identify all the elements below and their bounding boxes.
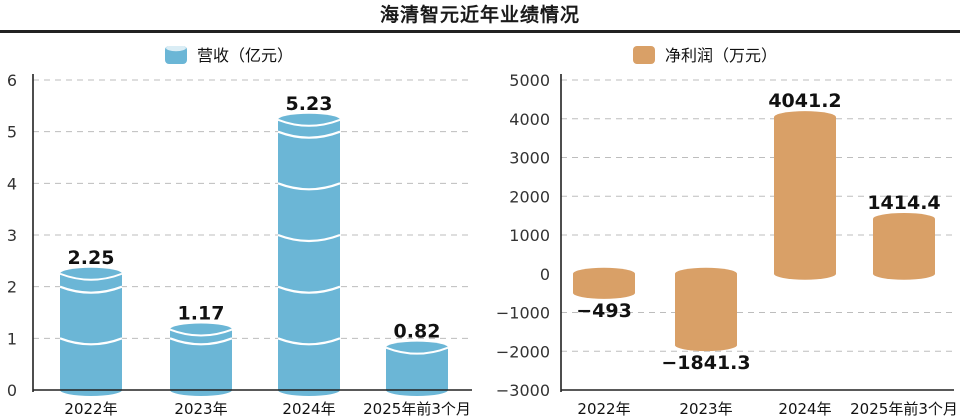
bar: [277, 113, 341, 396]
bar: [169, 323, 233, 396]
data-label: 5.23: [286, 93, 333, 115]
revenue-chart: 营收（亿元） 0 1 2 3 4 5 6 2.25 1.17 5.23 0.82 2022年 2023年 2…: [7, 44, 472, 418]
x-tick-label: 2024年: [282, 400, 335, 418]
title-divider: [0, 30, 960, 33]
y-tick-label: 1: [7, 329, 17, 348]
bar: [774, 111, 836, 280]
y-tick-label: 5: [7, 123, 17, 142]
y-tick-label: −3000: [496, 381, 550, 400]
y-tick-label: 3000: [509, 149, 550, 168]
bar-body: [873, 218, 935, 274]
y-tick-label: −1000: [496, 304, 550, 323]
legend-swatch-highlight: [166, 44, 186, 52]
bar-separator: [277, 130, 341, 139]
x-tick-label: 2022年: [577, 400, 630, 418]
legend: 净利润（万元）: [633, 46, 777, 65]
data-label: 4041.2: [768, 90, 841, 112]
y-tick-label: 6: [7, 71, 17, 90]
bar: [385, 341, 449, 396]
x-tick-label: 2023年: [174, 400, 227, 418]
bar-separator: [277, 337, 341, 346]
bar-top-rim: [385, 346, 449, 355]
data-label: 1.17: [178, 303, 225, 325]
bar-top-rim: [277, 118, 341, 127]
data-label: 1414.4: [867, 192, 940, 214]
bar-cap-top: [573, 267, 635, 280]
bar-body: [278, 119, 340, 391]
bar-cap-top: [170, 323, 232, 336]
x-tick-label: 2024年: [778, 400, 831, 418]
page-title: 海清智元近年业绩情况: [379, 4, 580, 26]
bar-top-rim: [59, 272, 123, 281]
x-tick-label: 2025年前3个月: [850, 400, 958, 418]
bar-separator: [169, 337, 233, 346]
bar-body: [386, 347, 448, 390]
bar: [59, 267, 123, 396]
x-tick-label: 2025年前3个月: [363, 400, 471, 418]
y-tick-label: 5000: [509, 71, 550, 90]
bar-cap-top: [873, 212, 935, 225]
bar-body: [675, 273, 737, 346]
bar-cap-top: [278, 113, 340, 126]
bar-body: [170, 329, 232, 390]
data-label: 0.82: [394, 321, 441, 343]
bar-cap-top: [675, 267, 737, 280]
legend-label: 营收（亿元）: [197, 46, 293, 65]
x-tick-label: 2022年: [64, 400, 117, 418]
y-tick-label: 1000: [509, 226, 550, 245]
y-tick-label: 2: [7, 278, 17, 297]
y-tick-label: 0: [7, 381, 17, 400]
bar-separator: [277, 285, 341, 294]
bar-cap-top: [386, 341, 448, 354]
bar-cap-top: [60, 267, 122, 280]
bar: [675, 267, 737, 352]
legend-label: 净利润（万元）: [665, 46, 777, 65]
bar: [573, 267, 635, 299]
data-label: −493: [576, 300, 632, 322]
bar-cap-bottom: [873, 267, 935, 280]
y-tick-label: 2000: [509, 187, 550, 206]
y-tick-label: −2000: [496, 342, 550, 361]
y-tick-label: 0: [540, 265, 550, 284]
legend: 营收（亿元）: [165, 44, 293, 65]
bar-cap-bottom: [774, 267, 836, 280]
data-label: 2.25: [68, 247, 115, 269]
bar-separator: [277, 182, 341, 191]
bar-body: [60, 273, 122, 390]
y-tick-label: 4: [7, 174, 17, 193]
bar-top-rim: [169, 328, 233, 337]
y-tick-label: 3: [7, 226, 17, 245]
bar-cap-bottom: [675, 339, 737, 352]
legend-swatch: [633, 46, 655, 64]
y-tick-label: 4000: [509, 110, 550, 129]
bar-separator: [277, 233, 341, 243]
bar-body: [774, 117, 836, 274]
net-profit-chart: 净利润（万元） 5000 4000 3000 2000 1000 0 −1000 −2000 −3…: [496, 46, 958, 418]
bar-cap-top: [774, 111, 836, 124]
bar: [873, 212, 935, 280]
bar-separator: [59, 337, 123, 346]
bar-cap-bottom: [573, 286, 635, 299]
bar-separator: [59, 285, 123, 294]
x-tick-label: 2023年: [679, 400, 732, 418]
data-label: −1841.3: [661, 352, 750, 374]
